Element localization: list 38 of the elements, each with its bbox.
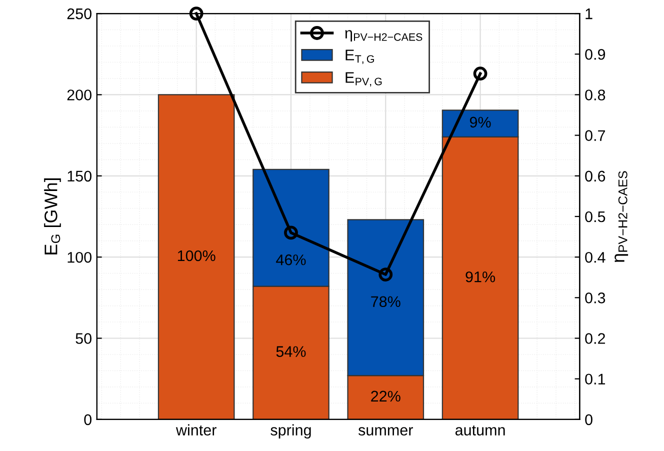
annotation: 22% bbox=[371, 390, 400, 402]
y-tick-label: 250 bbox=[67, 8, 92, 20]
annotation: 100% bbox=[178, 250, 216, 262]
y2-tick-label: 0.8 bbox=[585, 90, 606, 100]
y2-tick-label: 0.5 bbox=[585, 211, 606, 222]
annotation: 78% bbox=[371, 296, 400, 308]
y-tick-label: 0 bbox=[84, 414, 92, 426]
annotation: 54% bbox=[276, 346, 306, 357]
x-tick-label: autumn bbox=[455, 425, 505, 436]
point bbox=[284, 226, 298, 240]
y2-tick-label: 0.7 bbox=[585, 130, 606, 141]
point bbox=[473, 66, 488, 81]
annotation: 46% bbox=[276, 254, 306, 266]
y-tick-label: 200 bbox=[67, 90, 92, 100]
y2-axis-title: η$_{PV−H2−CAES}$ bbox=[614, 171, 628, 262]
point bbox=[189, 6, 204, 20]
y-tick-label: 50 bbox=[76, 333, 92, 344]
y-axis-title: E$_{G}$ [GWh] bbox=[44, 178, 61, 254]
y2-tick-label: 0.6 bbox=[585, 170, 606, 182]
annotation: 9% bbox=[470, 116, 491, 128]
bar bbox=[158, 94, 235, 420]
y2-tick-label: 0.9 bbox=[585, 48, 606, 60]
y2-tick-label: 0.4 bbox=[585, 252, 606, 263]
legend-label: η$_{PV−H2−CAES}$ bbox=[345, 30, 422, 42]
point bbox=[378, 268, 393, 282]
legend-label: E$_{PV,G}$ bbox=[346, 72, 382, 87]
x-tick-label: spring bbox=[270, 424, 311, 439]
annotation: 91% bbox=[466, 271, 496, 282]
y2-tick-label: 0 bbox=[585, 414, 592, 426]
x-tick-label: winter bbox=[176, 424, 216, 436]
y-tick-label: 150 bbox=[68, 170, 92, 182]
y2-tick-label: 0.3 bbox=[585, 292, 606, 304]
y-tick-label: 100 bbox=[68, 252, 92, 263]
y2-tick-label: 0.1 bbox=[585, 374, 606, 385]
legend-label: E$_{T,G}$ bbox=[346, 50, 374, 64]
y2-tick-label: 1 bbox=[586, 8, 592, 20]
y2-tick-label: 0.2 bbox=[585, 333, 606, 344]
x-tick-label: summer bbox=[358, 427, 413, 436]
